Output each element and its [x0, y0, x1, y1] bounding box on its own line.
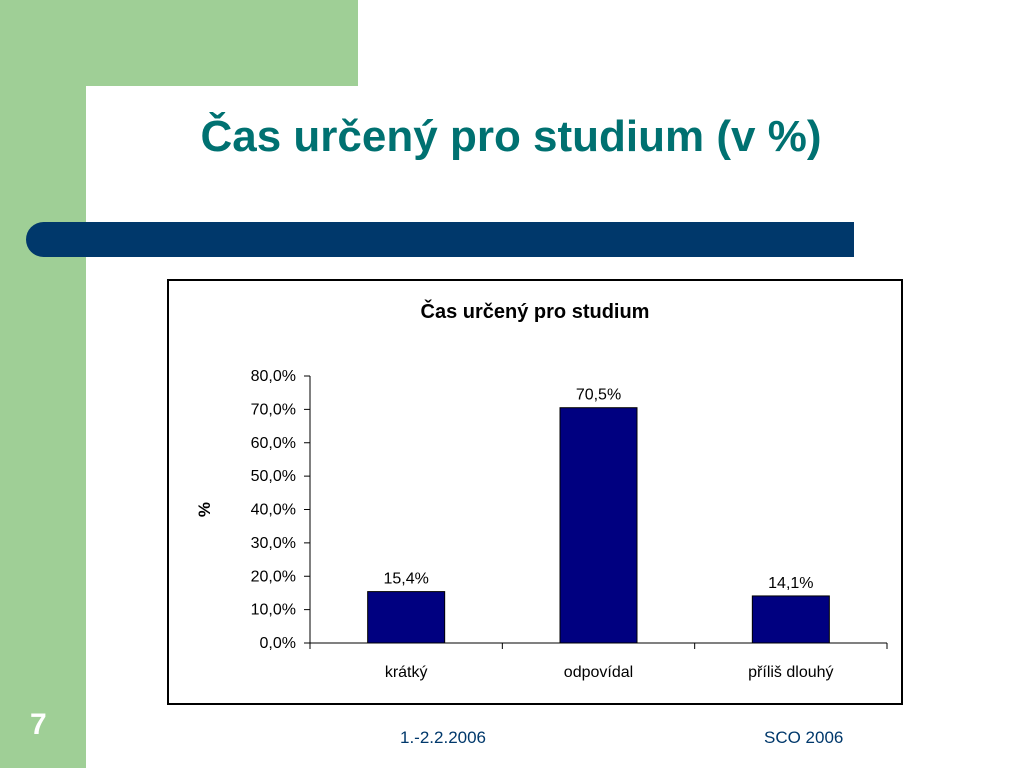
slide-number: 7	[30, 708, 47, 741]
y-tick-label: 10,0%	[251, 602, 296, 619]
y-tick-label: 0,0%	[260, 635, 296, 652]
chart-frame: Čas určený pro studium 0,0% 10,0% 20,0% 30,0…	[167, 279, 903, 705]
footer-date: 1.-2.2.2006	[400, 728, 487, 747]
y-tick-label: 50,0%	[251, 468, 296, 485]
bar-chart: Čas určený pro studium 0,0% 10,0% 20,0% 30,0…	[195, 299, 888, 681]
y-tick-label: 70,0%	[251, 401, 296, 418]
bar-0	[367, 591, 446, 644]
y-tick-label: 20,0%	[251, 568, 296, 585]
chart-title: Čas určený pro studium	[421, 299, 650, 323]
data-label: 15,4%	[383, 571, 428, 588]
x-tick-label: příliš dlouhý	[748, 664, 833, 681]
y-tick-label: 40,0%	[251, 502, 296, 519]
content-corner	[86, 86, 206, 206]
x-tick-label: odpovídal	[564, 664, 633, 681]
bar-2	[751, 595, 830, 644]
y-tick-label: 80,0%	[251, 368, 296, 385]
bar-1	[559, 407, 638, 644]
y-tick-label: 60,0%	[251, 435, 296, 452]
y-axis-label: %	[195, 502, 214, 517]
slide-title: Čas určený pro studium (v %)	[200, 112, 822, 161]
title-underline-bar	[26, 222, 854, 257]
data-label: 70,5%	[576, 387, 621, 404]
footer-organization: SCO 2006	[764, 728, 844, 747]
sidebar-left-band	[0, 0, 86, 768]
y-tick-label: 30,0%	[251, 535, 296, 552]
x-tick-label: krátký	[385, 664, 428, 681]
data-label: 14,1%	[768, 575, 813, 592]
